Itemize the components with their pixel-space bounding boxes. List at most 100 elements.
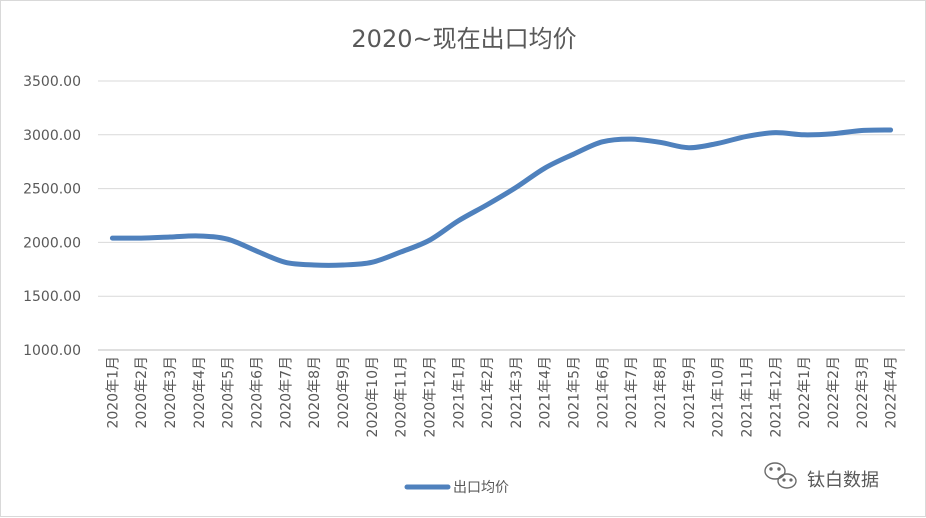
x-tick-label: 2022年1月 [797, 356, 813, 429]
data-point[interactable] [139, 236, 144, 241]
data-point[interactable] [312, 262, 317, 267]
y-axis-ticks: 1000.00 1500.00 2000.00 2500.00 3000.00 3500.… [23, 74, 81, 359]
x-tick-label: 2021年8月 [653, 356, 669, 429]
x-tick-label: 2021年11月 [739, 356, 755, 437]
x-tick: 2021年8月 [653, 356, 669, 429]
data-point[interactable] [196, 233, 201, 238]
x-tick-label: 2020年11月 [394, 356, 410, 437]
x-tick: 2020年4月 [192, 356, 208, 429]
x-tick: 2021年2月 [480, 356, 496, 429]
data-point[interactable] [398, 250, 403, 255]
x-tick: 2022年4月 [884, 356, 900, 429]
x-tick-label: 2021年12月 [768, 356, 784, 437]
data-point[interactable] [773, 130, 778, 135]
data-point[interactable] [485, 202, 490, 207]
x-tick-label: 2021年6月 [595, 356, 611, 429]
data-point[interactable] [283, 260, 288, 265]
x-tick: 2020年11月 [394, 356, 410, 437]
data-point[interactable] [340, 262, 345, 267]
data-point[interactable] [513, 185, 518, 190]
data-point[interactable] [600, 139, 605, 144]
x-tick: 2021年5月 [567, 356, 583, 429]
data-point[interactable] [254, 249, 259, 254]
data-point[interactable] [888, 127, 893, 132]
data-point[interactable] [658, 140, 663, 145]
data-point[interactable] [830, 131, 835, 136]
x-tick-label: 2022年4月 [884, 356, 900, 429]
y-tick-label: 1500.00 [23, 289, 81, 305]
x-tick-label: 2020年2月 [134, 356, 150, 429]
x-tick: 2020年8月 [307, 356, 323, 429]
x-tick: 2020年3月 [163, 356, 179, 429]
watermark-text: 钛白数据 [807, 470, 879, 491]
x-tick-label: 2020年3月 [163, 356, 179, 429]
data-point[interactable] [225, 237, 230, 242]
data-point[interactable] [629, 137, 634, 142]
x-tick-label: 2021年1月 [451, 356, 467, 429]
x-tick-label: 2020年8月 [307, 356, 323, 429]
series-layer [109, 127, 894, 268]
x-tick: 2022年1月 [797, 356, 813, 429]
x-tick-label: 2020年7月 [278, 356, 294, 429]
x-tick: 2020年2月 [134, 356, 150, 429]
x-tick: 2021年4月 [538, 356, 554, 429]
x-tick-label: 2022年2月 [826, 356, 842, 429]
x-tick-label: 2020年5月 [221, 356, 237, 429]
x-tick-label: 2021年3月 [509, 356, 525, 429]
x-tick-label: 2021年5月 [567, 356, 583, 429]
data-point[interactable] [542, 166, 547, 171]
x-axis-ticks: 2020年1月 2020年2月 2020年3月 2020年4月 2020年5月 2020年… [105, 356, 899, 437]
data-point[interactable] [427, 238, 432, 243]
watermark: 钛白数据 [764, 462, 879, 491]
x-tick-label: 2021年2月 [480, 356, 496, 429]
data-point[interactable] [571, 152, 576, 157]
x-tick: 2022年3月 [855, 356, 871, 429]
x-tick-label: 2020年1月 [105, 356, 121, 429]
y-tick-label: 1000.00 [23, 343, 81, 359]
legend[interactable]: 出口均价 [404, 480, 509, 496]
x-tick: 2021年7月 [624, 356, 640, 429]
x-tick-label: 2022年3月 [855, 356, 871, 429]
x-tick-label: 2021年10月 [711, 356, 727, 437]
x-tick-label: 2021年9月 [682, 356, 698, 429]
y-tick-label: 3500.00 [23, 74, 81, 90]
x-tick: 2020年7月 [278, 356, 294, 429]
y-tick-label: 3000.00 [23, 128, 81, 144]
x-tick-label: 2021年4月 [538, 356, 554, 429]
x-tick: 2020年9月 [336, 356, 352, 429]
data-point[interactable] [744, 134, 749, 139]
data-point[interactable] [859, 128, 864, 133]
x-tick-label: 2020年4月 [192, 356, 208, 429]
x-tick-label: 2020年9月 [336, 356, 352, 429]
x-tick: 2021年6月 [595, 356, 611, 429]
data-point[interactable] [369, 260, 374, 265]
data-point[interactable] [715, 141, 720, 146]
series-line[interactable] [109, 127, 894, 268]
y-tick-label: 2500.00 [23, 182, 81, 198]
x-tick: 2021年3月 [509, 356, 525, 429]
data-point[interactable] [802, 132, 807, 137]
x-tick: 2020年12月 [422, 356, 438, 437]
x-tick-label: 2020年10月 [365, 356, 381, 437]
chart-title: 2020~现在出口均价 [351, 25, 576, 53]
y-tick-label: 2000.00 [23, 235, 81, 251]
wechat-icon [764, 462, 797, 489]
x-tick: 2020年10月 [365, 356, 381, 437]
legend-label: 出口均价 [453, 480, 509, 496]
x-tick-label: 2021年7月 [624, 356, 640, 429]
x-tick: 2020年1月 [105, 356, 121, 429]
x-tick-label: 2020年6月 [250, 356, 266, 429]
x-tick: 2020年6月 [250, 356, 266, 429]
x-tick: 2021年11月 [739, 356, 755, 437]
data-point[interactable] [168, 235, 173, 240]
x-tick: 2021年9月 [682, 356, 698, 429]
data-point[interactable] [110, 236, 115, 241]
gridlines [98, 80, 905, 351]
data-point[interactable] [456, 218, 461, 223]
x-tick: 2021年1月 [451, 356, 467, 429]
x-tick: 2020年5月 [221, 356, 237, 429]
data-point[interactable] [686, 145, 691, 150]
x-tick: 2021年10月 [711, 356, 727, 437]
